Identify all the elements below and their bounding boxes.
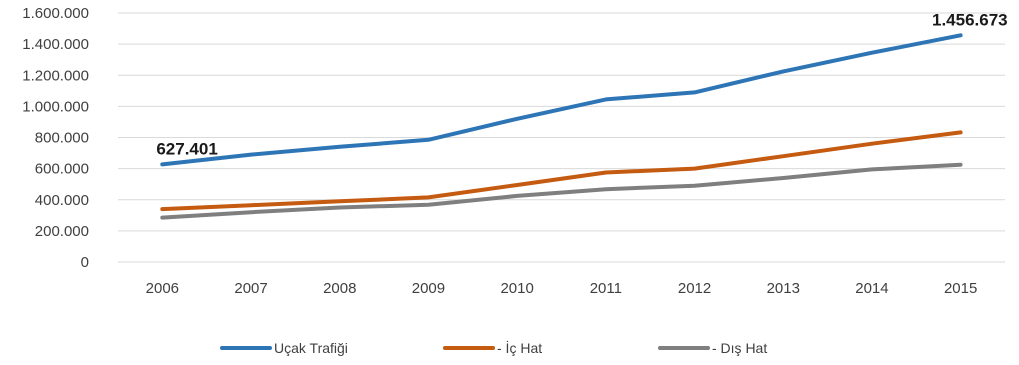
y-tick-label: 0 [81, 254, 89, 271]
x-tick-label: 2009 [412, 280, 445, 297]
x-tick-label: 2010 [500, 280, 533, 297]
series-line-0 [160, 33, 963, 167]
y-tick-label: 600.000 [35, 161, 89, 178]
x-tick-label: 2006 [146, 280, 179, 297]
y-tick-label: 1.000.000 [22, 98, 89, 115]
x-tick-label: 2015 [944, 280, 977, 297]
y-tick-label: 1.200.000 [22, 67, 89, 84]
legend: Uçak Trafiği - İç Hat - Dış Hat [220, 339, 767, 356]
data-label: 1.456.673 [932, 10, 1008, 29]
y-tick-label: 800.000 [35, 130, 89, 147]
series-line-2 [160, 162, 963, 220]
grid-layer [118, 12, 1005, 263]
data-label: 627.401 [156, 139, 217, 158]
legend-label: - Dış Hat [712, 340, 767, 356]
x-tick-label: 2014 [855, 280, 888, 297]
y-tick-label: 1.400.000 [22, 36, 89, 53]
legend-label: Uçak Trafiği [274, 340, 348, 356]
y-tick-label: 400.000 [35, 192, 89, 209]
annotation-layer: 627.401 1.456.673 [156, 10, 1007, 158]
y-axis: 0 200.000 400.000 600.000 800.000 1.000.000 1.… [22, 5, 89, 271]
series-layer [160, 33, 963, 220]
x-tick-label: 2013 [767, 280, 800, 297]
x-tick-label: 2012 [678, 280, 711, 297]
legend-label: - İç Hat [497, 339, 542, 356]
series-line-1 [160, 130, 963, 212]
x-tick-label: 2008 [323, 280, 356, 297]
x-axis: 2006 2007 2008 2009 2010 2011 2012 2013 2014 2015 [146, 280, 978, 297]
x-tick-label: 2011 [590, 280, 622, 297]
y-tick-label: 200.000 [35, 223, 89, 240]
x-tick-label: 2007 [234, 280, 267, 297]
y-tick-label: 1.600.000 [22, 5, 89, 22]
